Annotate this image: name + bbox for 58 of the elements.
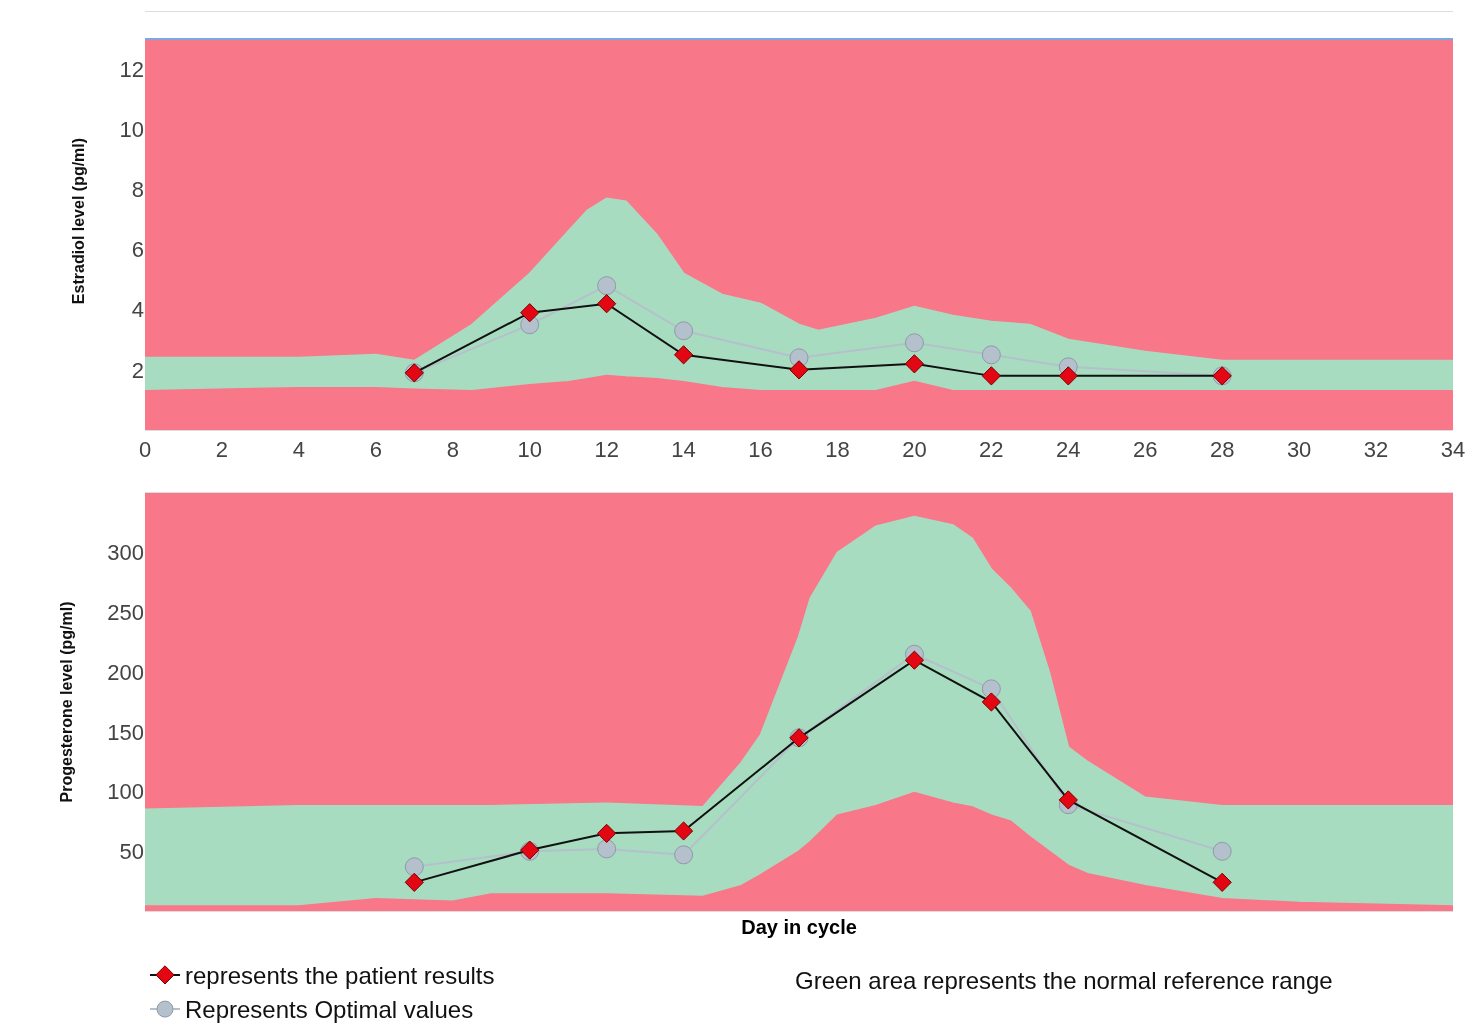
point [789, 360, 809, 380]
x-tick-label: 12 [594, 437, 619, 463]
y-tick-label: 50 [119, 838, 144, 864]
point [904, 650, 925, 670]
x-tick-label: 14 [671, 437, 696, 463]
y-tick-label: 200 [107, 659, 144, 685]
point [904, 354, 925, 374]
y-tick-label: 100 [107, 779, 144, 805]
x-tick-label: 10 [517, 437, 542, 463]
x-tick-label: 16 [748, 437, 773, 463]
y-axis-title: Progesterone level (pg/ml) [58, 601, 76, 803]
y-tick-label: 300 [107, 540, 144, 566]
x-axis-title: Day in cycle [741, 915, 857, 938]
y-tick-label: 250 [107, 600, 144, 626]
point [597, 839, 617, 859]
point [673, 821, 694, 841]
x-tick-label: 32 [1363, 437, 1389, 463]
x-tick-label: 20 [902, 437, 927, 463]
x-tick-label: 24 [1056, 437, 1081, 463]
y-tick-label: 12 [119, 56, 144, 82]
legend-label: Represents Optimal values [185, 996, 474, 1024]
point [981, 345, 1001, 365]
x-tick-label: 2 [215, 437, 229, 463]
point [1058, 366, 1078, 386]
point [674, 321, 694, 341]
point [597, 823, 617, 843]
x-tick-label: 0 [138, 437, 152, 463]
y-tick-label: 8 [131, 177, 144, 203]
x-tick-label: 34 [1440, 437, 1466, 463]
x-tick-label: 6 [369, 437, 382, 463]
y-tick-label: 6 [131, 237, 144, 263]
y-axis-title: Estradiol level (pg/ml) [70, 137, 88, 305]
point [981, 692, 1001, 712]
point [1212, 841, 1232, 861]
x-tick-label: 8 [446, 437, 459, 463]
text: Green area represents the normal reference range [795, 967, 1333, 994]
x-tick-label: 30 [1286, 437, 1312, 463]
x-tick-label: 26 [1133, 437, 1158, 463]
point [404, 872, 424, 892]
point [597, 276, 617, 296]
y-tick-label: 150 [107, 719, 144, 745]
point [674, 845, 694, 865]
y-tick-label: 2 [131, 357, 144, 383]
point [1058, 790, 1078, 810]
x-tick-label: 18 [825, 437, 850, 463]
point [981, 366, 1001, 386]
x-tick-label: 22 [979, 437, 1004, 463]
legend-label: represents the patient results [185, 962, 495, 990]
point [673, 345, 694, 365]
y-tick-label: 4 [131, 297, 144, 323]
point [904, 333, 924, 353]
y-tick-label: 10 [119, 116, 144, 142]
point [404, 857, 424, 877]
x-tick-label: 4 [292, 437, 306, 463]
point [1212, 872, 1232, 892]
point [520, 303, 540, 323]
point [597, 294, 617, 314]
x-tick-label: 28 [1209, 437, 1235, 463]
